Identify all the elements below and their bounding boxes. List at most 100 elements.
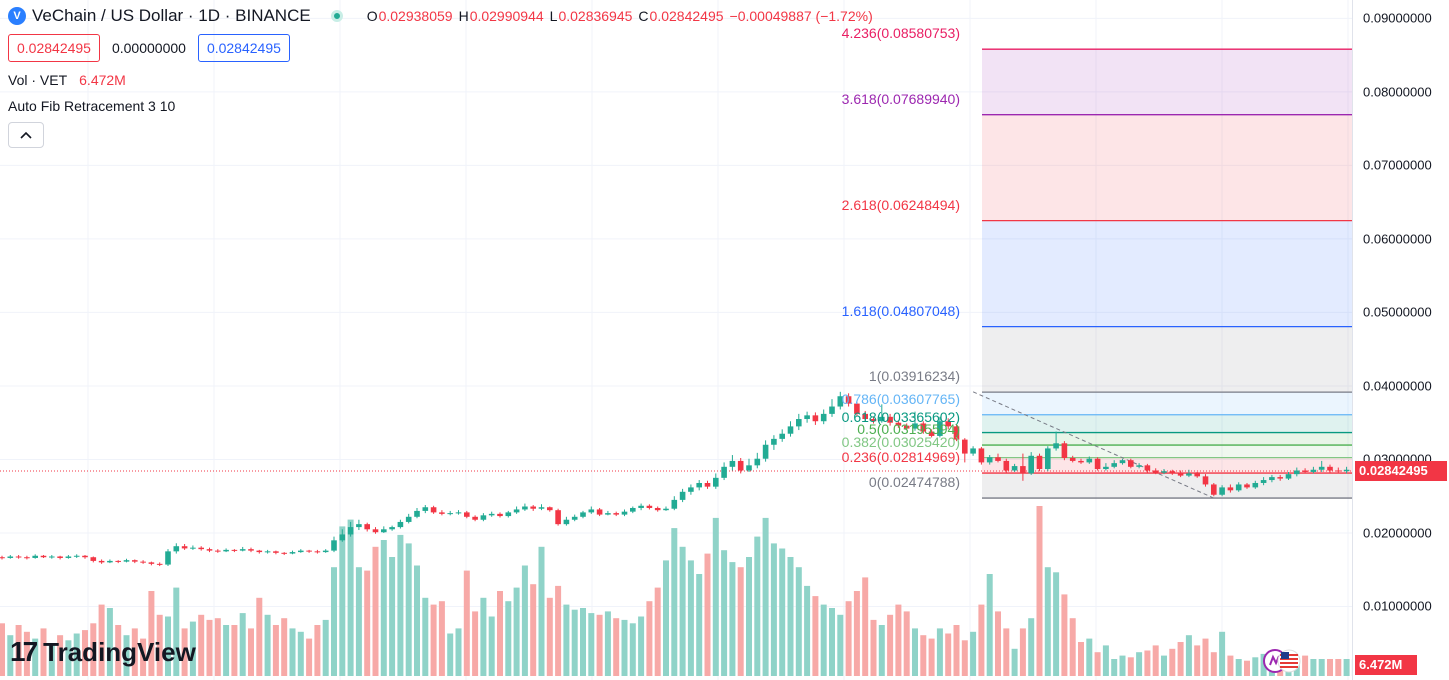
last-volume-label: 6.472M bbox=[1355, 655, 1417, 675]
price-chart[interactable] bbox=[0, 0, 1352, 680]
candle-body bbox=[1227, 487, 1234, 491]
volume-bar bbox=[729, 562, 736, 676]
ohlc-key-h: H bbox=[458, 8, 469, 24]
volume-bar bbox=[912, 628, 918, 676]
chart-legend: V VeChain / US Dollar · 1D · BINANCE O0.… bbox=[8, 6, 879, 148]
candle-body bbox=[1069, 457, 1076, 461]
volume-bar bbox=[571, 609, 578, 676]
ohlc-value-h: 0.02990944 bbox=[469, 8, 544, 24]
candle-body bbox=[1119, 460, 1126, 464]
volume-indicator[interactable]: Vol · VET 6.472M bbox=[8, 72, 879, 88]
volume-bar bbox=[563, 604, 570, 676]
candle-body bbox=[903, 425, 910, 429]
volume-bar bbox=[248, 628, 254, 676]
volume-bar bbox=[546, 597, 553, 676]
us-flag-icon[interactable] bbox=[1262, 648, 1302, 674]
volume-bar bbox=[322, 619, 329, 676]
fib-level-label: 3.618(0.07689940) bbox=[841, 90, 960, 107]
symbol-header[interactable]: V VeChain / US Dollar · 1D · BINANCE O0.… bbox=[8, 6, 879, 26]
volume-bar bbox=[1343, 659, 1350, 676]
volume-bar bbox=[696, 574, 703, 676]
volume-bar bbox=[762, 517, 769, 676]
candle-body bbox=[1260, 480, 1267, 483]
candle-body bbox=[912, 423, 918, 429]
volume-bar bbox=[438, 601, 445, 676]
candle-body bbox=[928, 431, 935, 436]
tradingview-logo[interactable]: 17 TradingView bbox=[10, 636, 196, 668]
fib-zone bbox=[982, 457, 1352, 474]
fib-zone bbox=[982, 392, 1352, 415]
candle-body bbox=[621, 511, 628, 515]
volume-bar bbox=[795, 567, 802, 676]
volume-bar bbox=[223, 625, 230, 676]
volume-bar bbox=[380, 540, 387, 676]
volume-bar bbox=[148, 591, 155, 676]
tradingview-logo-mark: 17 bbox=[10, 636, 38, 667]
volume-bar bbox=[264, 614, 271, 676]
candle-body bbox=[721, 466, 727, 478]
symbol-title[interactable]: VeChain / US Dollar · 1D · BINANCE bbox=[32, 6, 311, 25]
volume-bar bbox=[1094, 652, 1101, 676]
candle-body bbox=[464, 512, 470, 517]
ohlc-value-l: 0.02836945 bbox=[558, 8, 633, 24]
volume-bar bbox=[397, 534, 404, 676]
volume-bar bbox=[646, 601, 653, 676]
candle-body bbox=[1144, 465, 1151, 471]
volume-bar bbox=[687, 560, 694, 676]
candle-body bbox=[1061, 443, 1068, 458]
volume-bar bbox=[1252, 657, 1259, 676]
candle-body bbox=[472, 516, 478, 520]
price-axis-label: 0.05000000 bbox=[1363, 304, 1432, 320]
volume-indicator-value: 6.472M bbox=[79, 72, 126, 88]
volume-bar bbox=[472, 611, 479, 676]
volume-bar bbox=[928, 638, 935, 676]
volume-bar bbox=[214, 618, 221, 676]
fib-level-label: 2.618(0.06248494) bbox=[841, 196, 960, 213]
collapse-legend-button[interactable] bbox=[8, 122, 44, 148]
candle-body bbox=[870, 419, 877, 422]
candle-body bbox=[1128, 460, 1134, 467]
volume-bar bbox=[945, 633, 952, 676]
candle-body bbox=[829, 406, 835, 414]
candle-body bbox=[638, 505, 644, 508]
candle-body bbox=[1252, 482, 1259, 488]
sell-price-button[interactable]: 0.02842495 bbox=[8, 34, 100, 62]
candle-body bbox=[854, 403, 860, 414]
chart-area[interactable]: 4.236(0.08580753) 3.618(0.07689940) 2.618(… bbox=[0, 0, 1352, 680]
volume-bar bbox=[414, 565, 420, 676]
candle-body bbox=[497, 513, 503, 517]
candle-body bbox=[679, 491, 686, 500]
volume-bar bbox=[1194, 645, 1201, 676]
candle-body bbox=[1003, 460, 1010, 471]
candle-body bbox=[513, 509, 520, 513]
volume-bar bbox=[1310, 659, 1317, 676]
candle-body bbox=[1318, 466, 1325, 470]
candle-body bbox=[397, 521, 404, 528]
volume-bar bbox=[331, 567, 337, 676]
candle-body bbox=[1094, 458, 1101, 470]
volume-bar bbox=[297, 631, 304, 676]
market-status-icon[interactable] bbox=[330, 10, 343, 22]
candle-body bbox=[762, 444, 769, 459]
candle-body bbox=[812, 415, 819, 422]
volume-bar bbox=[1136, 652, 1143, 676]
price-axis[interactable]: 0.09000000 0.08000000 0.07000000 0.06000000… bbox=[1352, 0, 1449, 680]
candle-body bbox=[32, 555, 38, 558]
volume-bar bbox=[820, 604, 827, 676]
candle-body bbox=[49, 556, 55, 558]
candle-body bbox=[90, 557, 97, 561]
fib-indicator[interactable]: Auto Fib Retracement 3 10 bbox=[8, 98, 879, 114]
candle-body bbox=[1177, 472, 1184, 476]
fib-zone bbox=[982, 473, 1352, 499]
candle-body bbox=[239, 549, 246, 551]
candle-body bbox=[298, 550, 304, 553]
buy-price-button[interactable]: 0.02842495 bbox=[197, 34, 290, 62]
volume-indicator-label: Vol · VET bbox=[8, 72, 68, 88]
candle-body bbox=[1161, 471, 1167, 473]
volume-bar bbox=[23, 631, 30, 676]
fib-trend-line bbox=[972, 391, 1215, 499]
volume-bar bbox=[405, 543, 412, 676]
fib-level-label: 1(0.03916234) bbox=[868, 368, 960, 385]
candle-body bbox=[1086, 458, 1093, 463]
volume-bar bbox=[488, 616, 495, 676]
